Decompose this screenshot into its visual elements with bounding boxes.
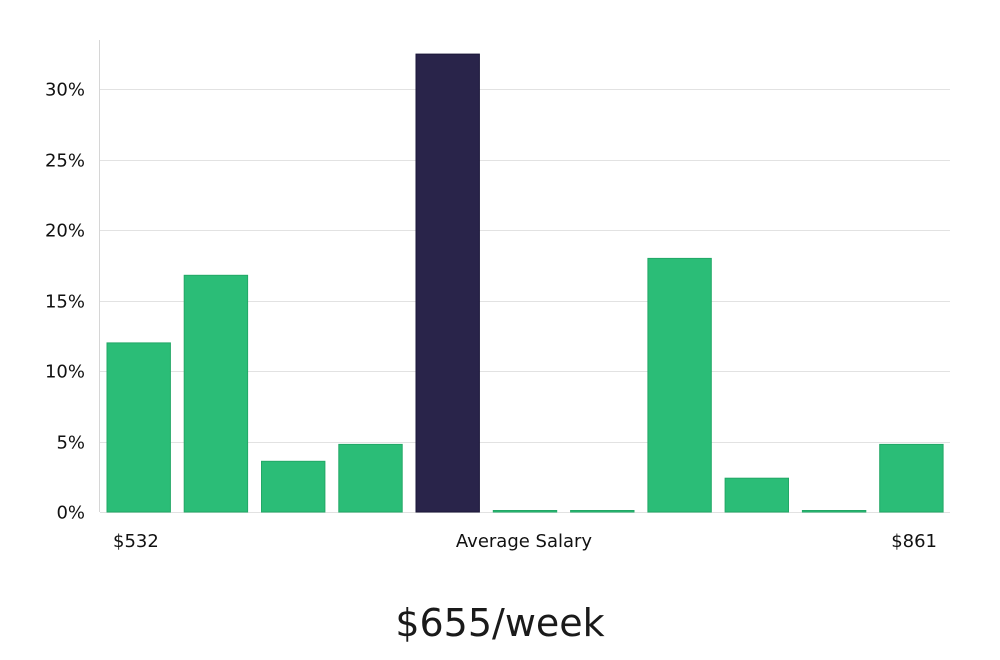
y-tick-label: 30% <box>45 80 85 101</box>
bar <box>261 460 326 513</box>
bar <box>106 342 171 513</box>
bar <box>570 510 635 513</box>
y-axis-tick-labels: 0% 5% 10% 15% 20% 25% 30% <box>45 80 85 524</box>
y-tick-label: 0% <box>56 503 85 524</box>
bar <box>183 274 249 513</box>
bar <box>724 477 789 513</box>
y-tick-label: 15% <box>45 292 85 313</box>
bar <box>647 257 712 513</box>
x-label-average: Average Salary <box>456 531 593 552</box>
bar <box>338 443 403 513</box>
bar <box>879 443 944 513</box>
y-tick-label: 10% <box>45 362 85 383</box>
bar-average <box>415 53 480 513</box>
average-salary-value: $655/week <box>395 601 605 645</box>
bar <box>801 510 867 513</box>
y-tick-label: 25% <box>45 151 85 172</box>
y-tick-label: 20% <box>45 221 85 242</box>
bars <box>106 53 944 513</box>
x-label-max: $861 <box>891 531 937 552</box>
y-tick-label: 5% <box>56 433 85 454</box>
x-label-min: $532 <box>113 531 159 552</box>
bar <box>492 510 558 513</box>
